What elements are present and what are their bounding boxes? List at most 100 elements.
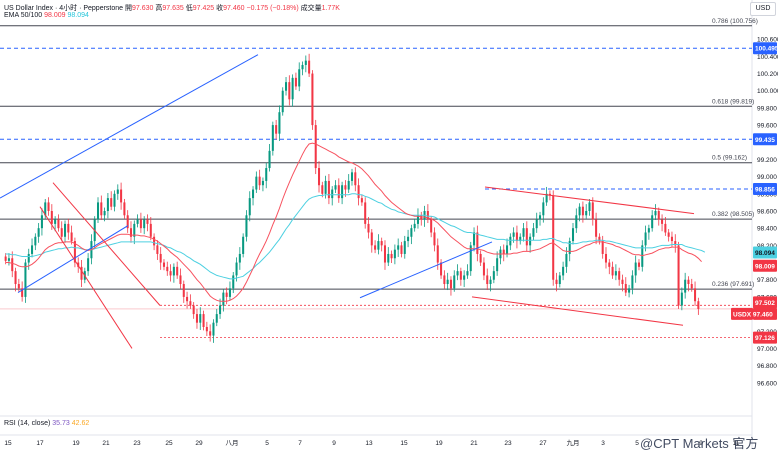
- x-tick-label: 5: [635, 440, 639, 447]
- candle-body: [360, 198, 363, 203]
- candle-body: [383, 245, 387, 263]
- candle-body: [341, 185, 344, 199]
- candle-body: [661, 219, 664, 224]
- candle-body: [344, 185, 347, 190]
- price-tag-value: USDX 97.460: [733, 311, 773, 318]
- open-value: 97.630: [132, 5, 154, 12]
- candle-body: [694, 288, 697, 302]
- candle-body: [469, 245, 472, 272]
- rsi-legend[interactable]: RSI (14, close) 35.73 42.62: [4, 420, 89, 427]
- x-tick-label: 11: [733, 440, 740, 447]
- rsi-value-2: 42.62: [71, 420, 90, 427]
- high-label: 高: [155, 5, 163, 12]
- candle-body: [463, 275, 466, 280]
- currency-button[interactable]: USD: [750, 2, 776, 16]
- fib-level-label: 0.382 (98.505): [712, 211, 754, 218]
- candle-body: [614, 271, 617, 276]
- candle-body: [209, 331, 212, 336]
- price-tag-value: 97.502: [755, 300, 775, 307]
- red-channel-lower: [471, 296, 684, 326]
- candle-body: [482, 262, 485, 276]
- candle-body: [601, 241, 604, 254]
- dashed-level-tag: [753, 42, 777, 55]
- ema-label: EMA 50/100: [4, 12, 43, 19]
- y-tick-label: 100.200: [757, 71, 778, 78]
- candle-body: [473, 232, 476, 246]
- price-tag-value: 98.009: [755, 263, 775, 270]
- candle-body: [667, 232, 670, 237]
- candle-body: [492, 271, 495, 280]
- x-tick-label: 13: [365, 440, 373, 447]
- close-value: 97.460: [223, 5, 245, 12]
- rsi-label: RSI (14, close): [4, 420, 51, 427]
- candle-body: [40, 215, 43, 229]
- candle-body: [189, 301, 192, 306]
- dashed-level-value: 100.495: [755, 46, 778, 53]
- candle-body: [571, 228, 575, 242]
- candle-body: [380, 241, 383, 246]
- candle-body: [149, 223, 152, 237]
- candle-body: [618, 271, 621, 280]
- candle-body: [443, 275, 446, 285]
- candle-body: [651, 215, 654, 229]
- candle-body: [433, 232, 436, 246]
- red-downtrend-lower: [39, 206, 133, 349]
- volume-label: 成交量: [300, 5, 322, 12]
- candle-body: [680, 292, 683, 306]
- candle-body: [278, 112, 281, 134]
- candle-body: [403, 241, 406, 254]
- open-label: 開: [125, 5, 133, 12]
- change-value: −0.175 (−0.18%): [246, 5, 299, 12]
- candle-body: [80, 266, 83, 280]
- candle-body: [215, 314, 218, 323]
- candle-body: [377, 241, 380, 250]
- candle-body: [199, 314, 202, 323]
- candle-body: [281, 90, 284, 113]
- candle-body: [195, 314, 198, 323]
- candle-body: [446, 279, 449, 285]
- candle-body: [634, 262, 637, 276]
- y-tick-label: 97.800: [757, 277, 777, 284]
- blue-support-line: [17, 225, 129, 294]
- candle-body: [545, 193, 548, 203]
- rsi-value-1: 35.73: [52, 420, 70, 427]
- x-tick-label: 17: [36, 440, 44, 447]
- candle-body: [133, 223, 136, 237]
- x-tick-label: 5: [265, 440, 269, 447]
- candle-body: [674, 241, 677, 246]
- candle-body: [44, 202, 47, 216]
- candle-body: [64, 223, 67, 237]
- y-tick-label: 98.200: [757, 243, 777, 250]
- ema-legend[interactable]: EMA 50/100 98.009 98.094: [4, 12, 89, 19]
- x-tick-label: 19: [435, 440, 443, 447]
- candle-body: [324, 180, 327, 194]
- candle-body: [304, 60, 307, 65]
- candle-body: [677, 245, 680, 306]
- candle-body: [314, 125, 317, 169]
- candle-body: [506, 245, 509, 254]
- candle-body: [31, 245, 34, 254]
- ema100-value: 98.094: [67, 12, 89, 19]
- candle-body: [393, 249, 396, 259]
- dashed-level-value: 99.435: [755, 137, 775, 144]
- candle-body: [489, 279, 492, 285]
- close-label: 收: [216, 5, 224, 12]
- candle-body: [397, 245, 400, 250]
- candle-body: [143, 219, 146, 229]
- candle-body: [364, 202, 367, 224]
- candle-body: [4, 256, 7, 261]
- candle-body: [697, 301, 700, 309]
- candle-body: [413, 223, 416, 229]
- candle-body: [225, 292, 228, 297]
- y-tick-label: 98.400: [757, 226, 777, 233]
- symbol-title: US Dollar Index · 4小时 · Pepperstone: [4, 5, 124, 12]
- candle-body: [169, 271, 172, 276]
- candle-body: [129, 228, 133, 237]
- candle-body: [17, 284, 20, 289]
- low-label: 低: [185, 5, 193, 12]
- candle-body: [136, 219, 139, 224]
- candle-body: [126, 215, 129, 229]
